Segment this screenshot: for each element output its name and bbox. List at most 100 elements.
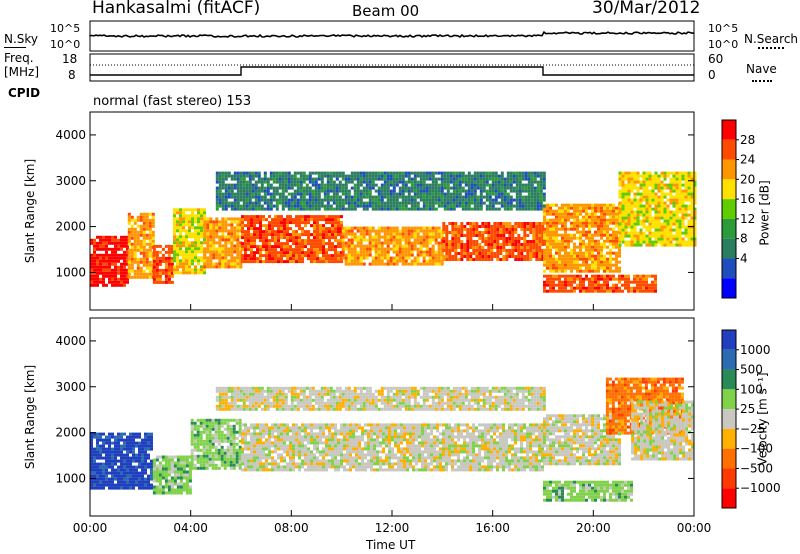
power-cell xyxy=(99,259,102,263)
power-cell xyxy=(678,198,682,202)
power-cell xyxy=(570,215,573,219)
power-cell xyxy=(263,180,267,184)
power-cell xyxy=(482,183,486,187)
power-cell xyxy=(152,247,156,251)
power-cell xyxy=(690,234,694,238)
power-cell xyxy=(319,242,322,246)
power-cell xyxy=(263,198,267,202)
power-cell xyxy=(365,229,369,233)
power-cell xyxy=(194,244,197,248)
power-cell xyxy=(221,226,225,230)
power-cell xyxy=(615,236,618,240)
power-cell xyxy=(594,277,597,281)
power-cell xyxy=(437,247,441,251)
power-cell xyxy=(654,195,658,199)
power-cell xyxy=(313,218,316,222)
power-cell xyxy=(275,207,279,211)
power-cell xyxy=(618,195,622,199)
power-band xyxy=(543,274,657,293)
velocity-cell xyxy=(129,441,132,445)
power-cell xyxy=(239,171,243,175)
power-cell xyxy=(515,204,519,208)
power-cell xyxy=(133,269,137,273)
power-cell xyxy=(271,218,274,222)
power-cell xyxy=(448,231,452,234)
power-cell xyxy=(314,171,318,175)
power-cell xyxy=(428,226,432,230)
power-cell xyxy=(206,241,210,245)
power-cell xyxy=(325,254,328,258)
power-cell xyxy=(467,186,471,190)
power-cell xyxy=(218,235,222,239)
power-cell xyxy=(425,232,429,236)
velocity-cell xyxy=(93,450,96,454)
power-cell xyxy=(395,183,399,187)
power-cell xyxy=(395,177,399,181)
power-cell xyxy=(428,253,432,257)
power-cell xyxy=(212,220,216,224)
power-cell xyxy=(301,248,304,252)
freq-label-2: [MHz] xyxy=(4,65,40,79)
power-cell xyxy=(164,274,168,278)
power-cell xyxy=(392,195,396,199)
power-cell xyxy=(630,280,633,284)
power-cell xyxy=(230,177,234,181)
power-cell xyxy=(293,183,297,187)
power-cell xyxy=(539,183,543,187)
power-cell xyxy=(413,229,417,233)
power-cell xyxy=(591,266,594,270)
velocity-cell xyxy=(96,444,99,448)
power-cell xyxy=(299,180,303,184)
power-band xyxy=(203,217,243,269)
power-cell xyxy=(494,183,498,187)
power-cell xyxy=(579,248,582,252)
power-cell xyxy=(576,286,579,290)
power-cell xyxy=(340,221,343,225)
power-cell xyxy=(281,204,285,208)
power-cell xyxy=(558,280,561,284)
power-cell xyxy=(437,244,441,248)
power-cell xyxy=(244,215,247,219)
power-cell xyxy=(383,238,387,242)
power-cell xyxy=(494,186,498,190)
velocity-cell xyxy=(120,435,123,439)
power-cell xyxy=(573,233,576,237)
power-cell xyxy=(461,198,465,202)
power-cell xyxy=(479,192,483,196)
velocity-cell xyxy=(120,438,123,442)
power-cell xyxy=(558,274,561,278)
power-cell xyxy=(434,183,438,187)
power-cell xyxy=(475,249,479,252)
power-cell xyxy=(389,232,393,236)
power-cell xyxy=(539,198,543,202)
power-cell xyxy=(284,171,288,175)
power-cell xyxy=(287,198,291,202)
power-cell xyxy=(380,256,384,260)
power-cell xyxy=(603,245,606,249)
power-cell xyxy=(478,258,482,261)
power-cell xyxy=(517,240,521,243)
power-cell xyxy=(690,189,694,193)
power-cell xyxy=(353,250,357,254)
power-cell xyxy=(582,263,585,267)
power-cell xyxy=(90,283,93,287)
power-cell xyxy=(380,195,384,199)
power-cell xyxy=(389,180,393,184)
power-cell xyxy=(472,258,476,261)
power-cell xyxy=(292,251,295,255)
power-cell xyxy=(666,234,670,238)
power-cell xyxy=(419,186,423,190)
power-cell xyxy=(555,260,558,264)
velocity-cell xyxy=(123,444,126,448)
power-cell xyxy=(176,220,179,224)
power-cell xyxy=(322,224,325,228)
power-cell xyxy=(142,257,146,261)
power-cell xyxy=(654,277,657,281)
power-cell xyxy=(407,241,411,245)
velocity-cell xyxy=(90,465,93,469)
power-cell xyxy=(660,222,664,226)
power-cell xyxy=(570,212,573,216)
velocity-cell xyxy=(129,456,132,460)
power-cell xyxy=(247,242,250,246)
power-cell xyxy=(588,286,591,290)
